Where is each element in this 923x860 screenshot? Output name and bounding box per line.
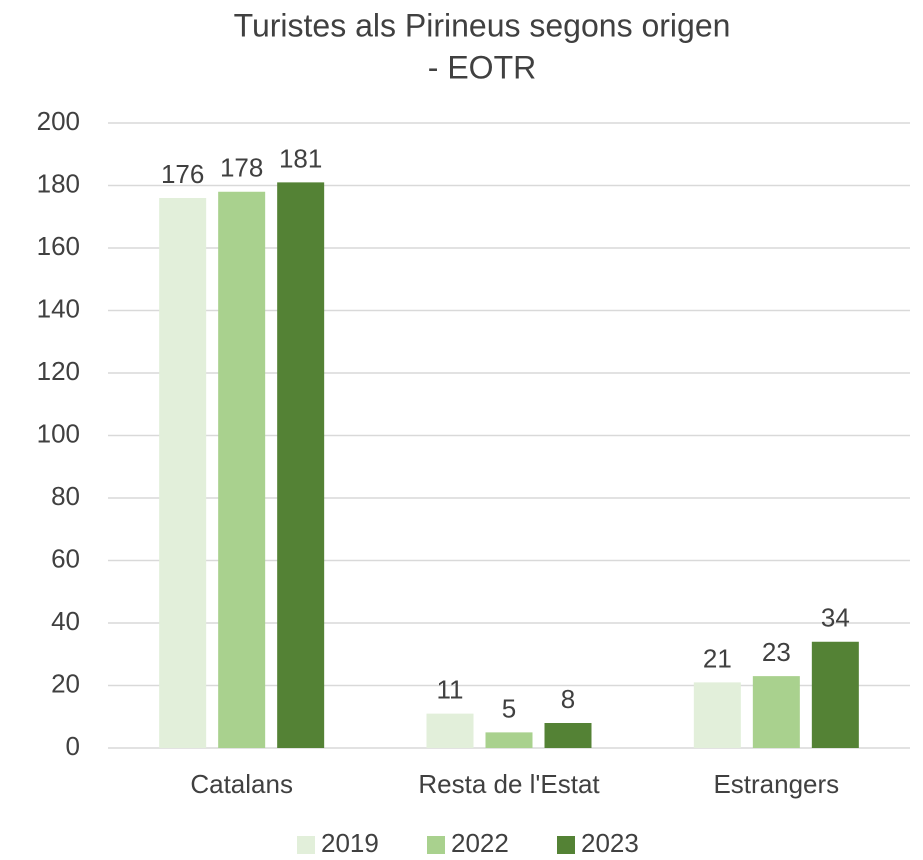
- legend-swatch: [297, 836, 315, 854]
- bar: [159, 198, 207, 748]
- y-tick-label: 100: [37, 418, 80, 448]
- chart-title: Turistes als Pirineus segons origen: [234, 7, 731, 43]
- y-tick-label: 0: [66, 731, 80, 761]
- data-label: 8: [561, 684, 575, 714]
- bar: [218, 191, 266, 748]
- x-tick-label: Resta de l'Estat: [418, 769, 600, 799]
- y-tick-label: 160: [37, 231, 80, 261]
- data-label: 34: [821, 603, 850, 633]
- x-tick-label: Catalans: [190, 769, 293, 799]
- bar: [752, 676, 800, 748]
- bar: [485, 732, 533, 748]
- y-tick-label: 40: [51, 606, 80, 636]
- legend-label: 2022: [451, 828, 509, 858]
- data-label: 21: [703, 643, 732, 673]
- data-label: 181: [279, 143, 322, 173]
- chart-title: - EOTR: [428, 49, 536, 85]
- legend-label: 2019: [321, 828, 379, 858]
- y-tick-label: 60: [51, 543, 80, 573]
- data-label: 5: [502, 693, 516, 723]
- legend-swatch: [427, 836, 445, 854]
- bar: [544, 723, 592, 748]
- y-tick-label: 200: [37, 106, 80, 136]
- y-tick-label: 120: [37, 356, 80, 386]
- data-label: 178: [220, 153, 263, 183]
- y-tick-label: 140: [37, 293, 80, 323]
- legend-label: 2023: [581, 828, 639, 858]
- y-tick-label: 80: [51, 481, 80, 511]
- data-label: 176: [161, 159, 204, 189]
- data-label: 23: [762, 637, 791, 667]
- y-tick-label: 180: [37, 168, 80, 198]
- bar: [693, 682, 741, 748]
- x-tick-label: Estrangers: [713, 769, 839, 799]
- data-label: 11: [437, 675, 464, 705]
- bar: [811, 641, 859, 748]
- y-tick-label: 20: [51, 668, 80, 698]
- bar: [426, 713, 474, 748]
- bar: [277, 182, 325, 748]
- legend-swatch: [557, 836, 575, 854]
